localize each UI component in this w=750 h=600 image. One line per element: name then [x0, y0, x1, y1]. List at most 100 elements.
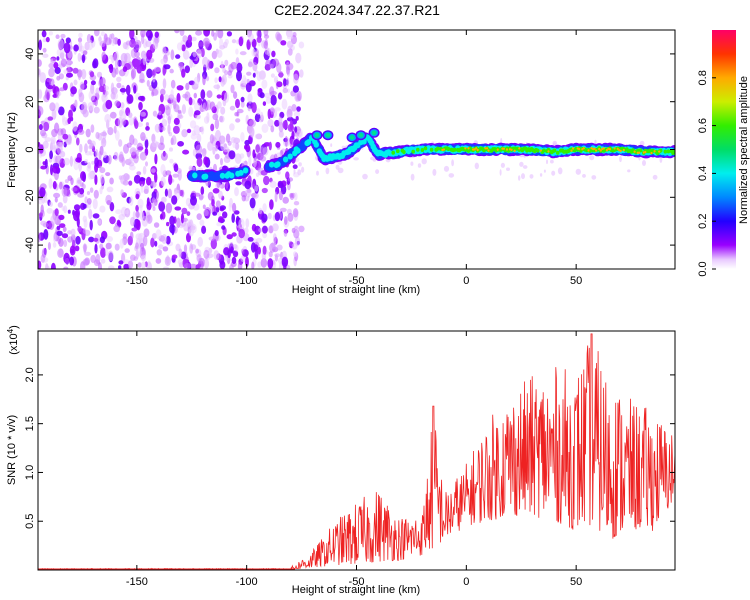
noise-speckle [216, 222, 222, 227]
noise-speckle [58, 181, 63, 190]
x-tick-label: -50 [349, 275, 365, 287]
noise-speckle [127, 260, 134, 269]
signal-blob [452, 147, 457, 152]
noise-speckle [94, 174, 98, 186]
faint-speckle [551, 170, 556, 176]
noise-speckle [53, 233, 57, 243]
noise-speckle [53, 62, 59, 69]
noise-speckle [145, 40, 152, 48]
noise-speckle [152, 75, 156, 83]
noise-speckle [237, 261, 243, 269]
faint-speckle [546, 159, 548, 165]
noise-speckle [76, 177, 82, 188]
noise-speckle [213, 250, 220, 260]
noise-speckle [178, 248, 183, 258]
noise-speckle [62, 133, 69, 140]
noise-speckle [135, 233, 142, 240]
noise-speckle [94, 30, 100, 37]
noise-speckle [146, 197, 150, 207]
noise-speckle [279, 71, 284, 79]
noise-speckle [225, 133, 231, 143]
noise-speckle [121, 156, 126, 167]
signal-blob [496, 148, 499, 151]
noise-speckle [200, 125, 205, 135]
noise-speckle [52, 165, 60, 174]
noise-speckle [271, 50, 276, 58]
signal-blob [653, 150, 656, 153]
noise-speckle [206, 90, 213, 98]
noise-speckle [214, 144, 218, 152]
noise-speckle [284, 216, 288, 225]
signal-blob [616, 147, 619, 150]
noise-speckle [102, 151, 107, 158]
noise-speckle [105, 99, 113, 110]
signal-blob [238, 169, 244, 176]
noise-speckle [87, 162, 91, 169]
noise-speckle [38, 199, 43, 205]
noise-speckle [100, 131, 108, 137]
noise-speckle [118, 265, 122, 269]
noise-speckle [234, 137, 238, 144]
noise-speckle [50, 262, 56, 269]
noise-speckle [212, 135, 216, 142]
noise-speckle [285, 66, 290, 75]
noise-speckle [143, 228, 150, 237]
noise-speckle [158, 244, 164, 249]
noise-speckle [115, 67, 119, 75]
noise-speckle [201, 225, 207, 234]
signal-blob [446, 147, 451, 151]
noise-speckle [207, 141, 214, 152]
noise-speckle [256, 36, 262, 43]
faint-speckle [557, 167, 563, 175]
noise-speckle [94, 149, 99, 158]
noise-speckle [82, 227, 87, 234]
noise-speckle [88, 89, 96, 101]
noise-speckle [262, 245, 267, 255]
noise-speckle [186, 211, 191, 217]
noise-speckle [145, 122, 149, 127]
noise-speckle [83, 79, 88, 85]
noise-speckle [280, 40, 287, 46]
noise-speckle [285, 30, 293, 38]
noise-speckle [154, 240, 158, 247]
noise-speckle [40, 220, 47, 226]
signal-blob [595, 149, 598, 152]
noise-speckle [212, 188, 220, 194]
noise-speckle [229, 264, 234, 269]
noise-speckle [118, 139, 123, 147]
signal-blob [485, 147, 489, 150]
noise-speckle [69, 256, 75, 266]
y-tick-label: 2.0 [24, 367, 36, 382]
noise-speckle [282, 196, 290, 204]
noise-speckle [73, 79, 78, 86]
noise-speckle [227, 70, 233, 76]
noise-speckle [231, 232, 237, 237]
noise-speckle [238, 228, 245, 239]
noise-speckle [173, 117, 180, 125]
spectrogram-heatmap [38, 30, 675, 269]
noise-speckle [182, 93, 189, 99]
noise-speckle [82, 258, 90, 266]
noise-speckle [245, 256, 249, 268]
noise-speckle [255, 144, 260, 153]
y-tick-label: 40 [24, 48, 36, 60]
faint-speckle [293, 168, 296, 175]
noise-speckle [58, 214, 65, 221]
noise-speckle [135, 204, 139, 212]
signal-blob [505, 148, 509, 151]
noise-speckle [84, 251, 91, 256]
noise-speckle [47, 116, 54, 121]
noise-speckle [93, 189, 99, 199]
faint-speckle [589, 155, 595, 161]
noise-speckle [142, 165, 147, 175]
noise-speckle [243, 77, 248, 87]
noise-speckle [49, 150, 53, 160]
noise-speckle [287, 177, 294, 182]
noise-speckle [147, 260, 151, 269]
noise-speckle [113, 52, 119, 62]
noise-speckle [219, 37, 224, 49]
noise-speckle [294, 131, 300, 137]
noise-speckle [44, 158, 48, 169]
noise-speckle [233, 244, 238, 249]
noise-speckle [42, 53, 49, 58]
